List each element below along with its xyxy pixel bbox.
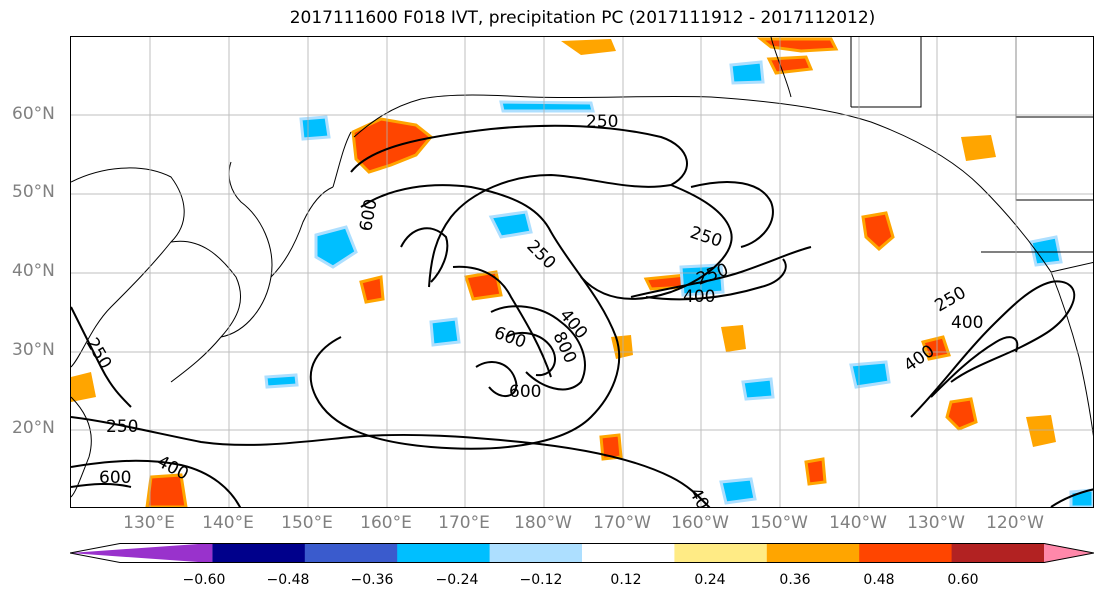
precip-anomaly-positive: [1026, 415, 1056, 447]
lon-label: 160°W: [671, 513, 729, 533]
colorbar-extend-min: [70, 543, 213, 563]
precip-anomaly-positive: [599, 433, 623, 461]
ivt-contours: [71, 124, 1093, 507]
precip-anomaly-negative: [729, 60, 765, 85]
precip-anomaly-negative: [264, 373, 299, 389]
precip-anomaly-positive: [561, 39, 616, 55]
precip-anomaly-negative: [499, 100, 595, 113]
lon-label: 170°E: [438, 513, 490, 533]
precip-anomaly-positive: [945, 397, 978, 431]
colorbar-tick-label: 0.60: [947, 572, 979, 588]
precip-anomaly-positive: [961, 135, 996, 161]
colorbar-outline: [70, 543, 1094, 563]
lat-label: 60°N: [12, 104, 55, 124]
precip-anomaly-positive: [351, 117, 434, 174]
lat-label: 40°N: [12, 261, 55, 281]
lon-label: 170°W: [593, 513, 651, 533]
contour-label: 250: [522, 236, 559, 273]
precip-anomaly-positive: [464, 270, 503, 301]
colorbar-tick-label: 0.48: [863, 572, 895, 588]
map-panel: 250 250 250 250 250 250 250 400 400 400 …: [70, 36, 1094, 508]
contour-label: 600: [509, 382, 541, 402]
colorbar-segment: [212, 543, 306, 563]
lon-label: 160°E: [360, 513, 412, 533]
colorbar-segment: [397, 543, 491, 563]
precip-anomaly-positive: [861, 211, 895, 252]
colorbar-segment: [582, 543, 675, 563]
colorbar-tick-label: −0.12: [519, 572, 563, 588]
precip-anomaly-negative: [314, 225, 358, 269]
colorbar-segment: [489, 543, 583, 563]
precip-anomaly-positive: [804, 457, 827, 486]
colorbar-extend-max: [1044, 543, 1094, 563]
lon-label: 120°W: [986, 513, 1044, 533]
precip-anomaly-negative: [299, 115, 331, 141]
colorbar-segment: [766, 543, 860, 563]
colorbar-tick-label: −0.48: [266, 572, 310, 588]
precip-anomaly-negative: [488, 210, 533, 239]
contour-label: 400: [951, 313, 983, 333]
precip-anomaly-negative: [741, 377, 775, 401]
contour-labels: 250 250 250 250 250 250 250 400 400 400 …: [82, 112, 984, 507]
colorbar-tick-label: 0.24: [694, 572, 726, 588]
colorbar-segment: [859, 543, 953, 563]
lon-label: 130°E: [123, 513, 175, 533]
colorbar-tick-label: 0.12: [610, 572, 642, 588]
contour-label: 600: [356, 197, 381, 232]
lon-label: 140°E: [202, 513, 254, 533]
precip-anomaly-positive: [766, 55, 814, 75]
contour-label: 600: [491, 323, 528, 353]
precip-anomaly-positive: [71, 372, 96, 402]
graticule: [71, 37, 1093, 507]
lon-label: 140°W: [829, 513, 887, 533]
precip-anomaly-positive: [145, 473, 188, 507]
colorbar-tick-label: −0.24: [435, 572, 479, 588]
precip-anomaly-negative: [849, 360, 891, 389]
lon-label: 130°W: [907, 513, 965, 533]
precip-anomaly-positive: [921, 335, 951, 361]
precip-anomaly-positive: [721, 325, 746, 352]
colorbar-tick-label: −0.60: [182, 572, 226, 588]
contour-label: 600: [99, 468, 131, 488]
contour-label: 250: [687, 223, 724, 252]
contour-label: 250: [586, 112, 618, 132]
lat-label: 20°N: [12, 418, 55, 438]
coastlines: [71, 37, 1093, 498]
contour-label: 250: [694, 260, 731, 290]
map-title: 2017111600 F018 IVT, precipitation PC (2…: [289, 8, 876, 28]
colorbar-segment: [951, 543, 1045, 563]
lat-label: 50°N: [12, 182, 55, 202]
colorbar: [70, 543, 1094, 563]
colorbar-tick-label: −0.36: [350, 572, 394, 588]
lon-label: 150°E: [281, 513, 333, 533]
colorbar-segment: [674, 543, 768, 563]
precip-anomaly-negative: [429, 317, 461, 347]
precip-anomaly-positive: [611, 335, 633, 359]
lat-label: 30°N: [12, 340, 55, 360]
precip-anomaly-negative: [1029, 235, 1063, 267]
lon-label: 150°W: [750, 513, 808, 533]
map-canvas: 250 250 250 250 250 250 250 400 400 400 …: [71, 37, 1093, 507]
lon-label: 180°W: [514, 513, 572, 533]
colorbar-segment: [304, 543, 398, 563]
precip-anomaly-negative: [719, 477, 757, 505]
contour-label: 250: [106, 417, 138, 437]
colorbar-tick-label: 0.36: [779, 572, 811, 588]
precip-anomaly-positive: [359, 275, 385, 304]
contour-label: 400: [683, 287, 715, 307]
